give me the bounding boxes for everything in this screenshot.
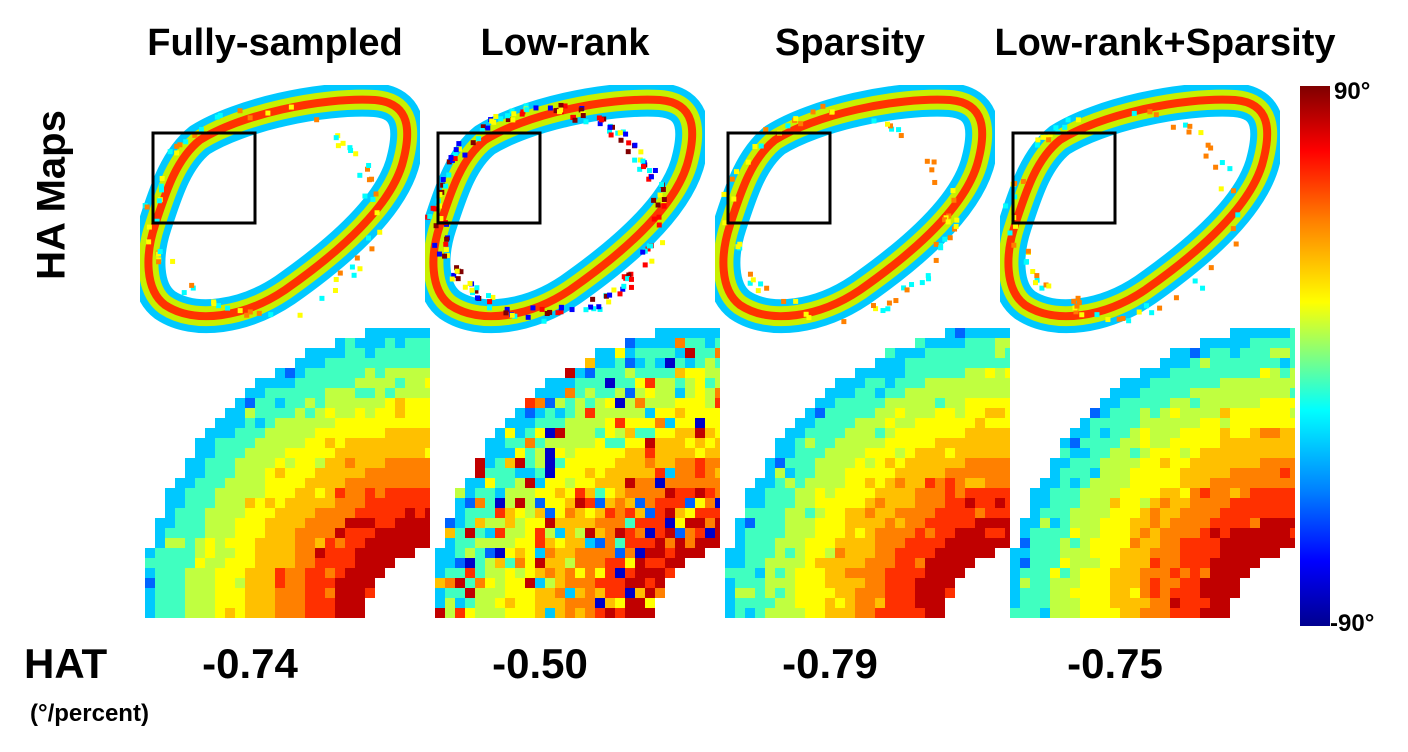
- hat-label: HAT: [24, 640, 107, 688]
- ring: [143, 100, 408, 318]
- ring: [1003, 100, 1267, 324]
- zoom: [725, 328, 1010, 618]
- ha-map-fully-sampled: [140, 85, 420, 335]
- title-low-rank-sparsity: Low-rank+Sparsity: [994, 22, 1335, 65]
- zoom-map-low-rank-sparsity: [1000, 318, 1295, 618]
- hat-unit: (°/percent): [30, 700, 149, 728]
- zoom: [1010, 328, 1295, 618]
- title-fully-sampled: Fully-sampled: [147, 22, 403, 65]
- colorbar: [1300, 86, 1330, 626]
- ha-map-low-rank: [425, 85, 705, 335]
- title-low-rank: Low-rank: [481, 22, 650, 65]
- row-label-ha-maps: HA Maps: [30, 110, 75, 280]
- colorbar-max-label: 90°: [1334, 78, 1370, 106]
- ha-map-low-rank-sparsity: [1000, 85, 1280, 335]
- hat-value-fully-sampled: -0.74: [202, 640, 298, 688]
- ring: [425, 100, 692, 324]
- zoom: [145, 328, 430, 618]
- hat-value-low-rank-sparsity: -0.75: [1067, 640, 1163, 688]
- zoom-map-fully-sampled: [135, 318, 430, 618]
- zoom-map-low-rank: [425, 318, 720, 618]
- hat-value-sparsity: -0.79: [782, 640, 878, 688]
- title-sparsity: Sparsity: [775, 22, 925, 65]
- hat-value-low-rank: -0.50: [492, 640, 588, 688]
- ring: [721, 100, 982, 324]
- zoom: [435, 328, 720, 618]
- ha-map-sparsity: [715, 85, 995, 335]
- zoom-map-sparsity: [715, 318, 1010, 618]
- colorbar-min-label: -90°: [1330, 610, 1374, 638]
